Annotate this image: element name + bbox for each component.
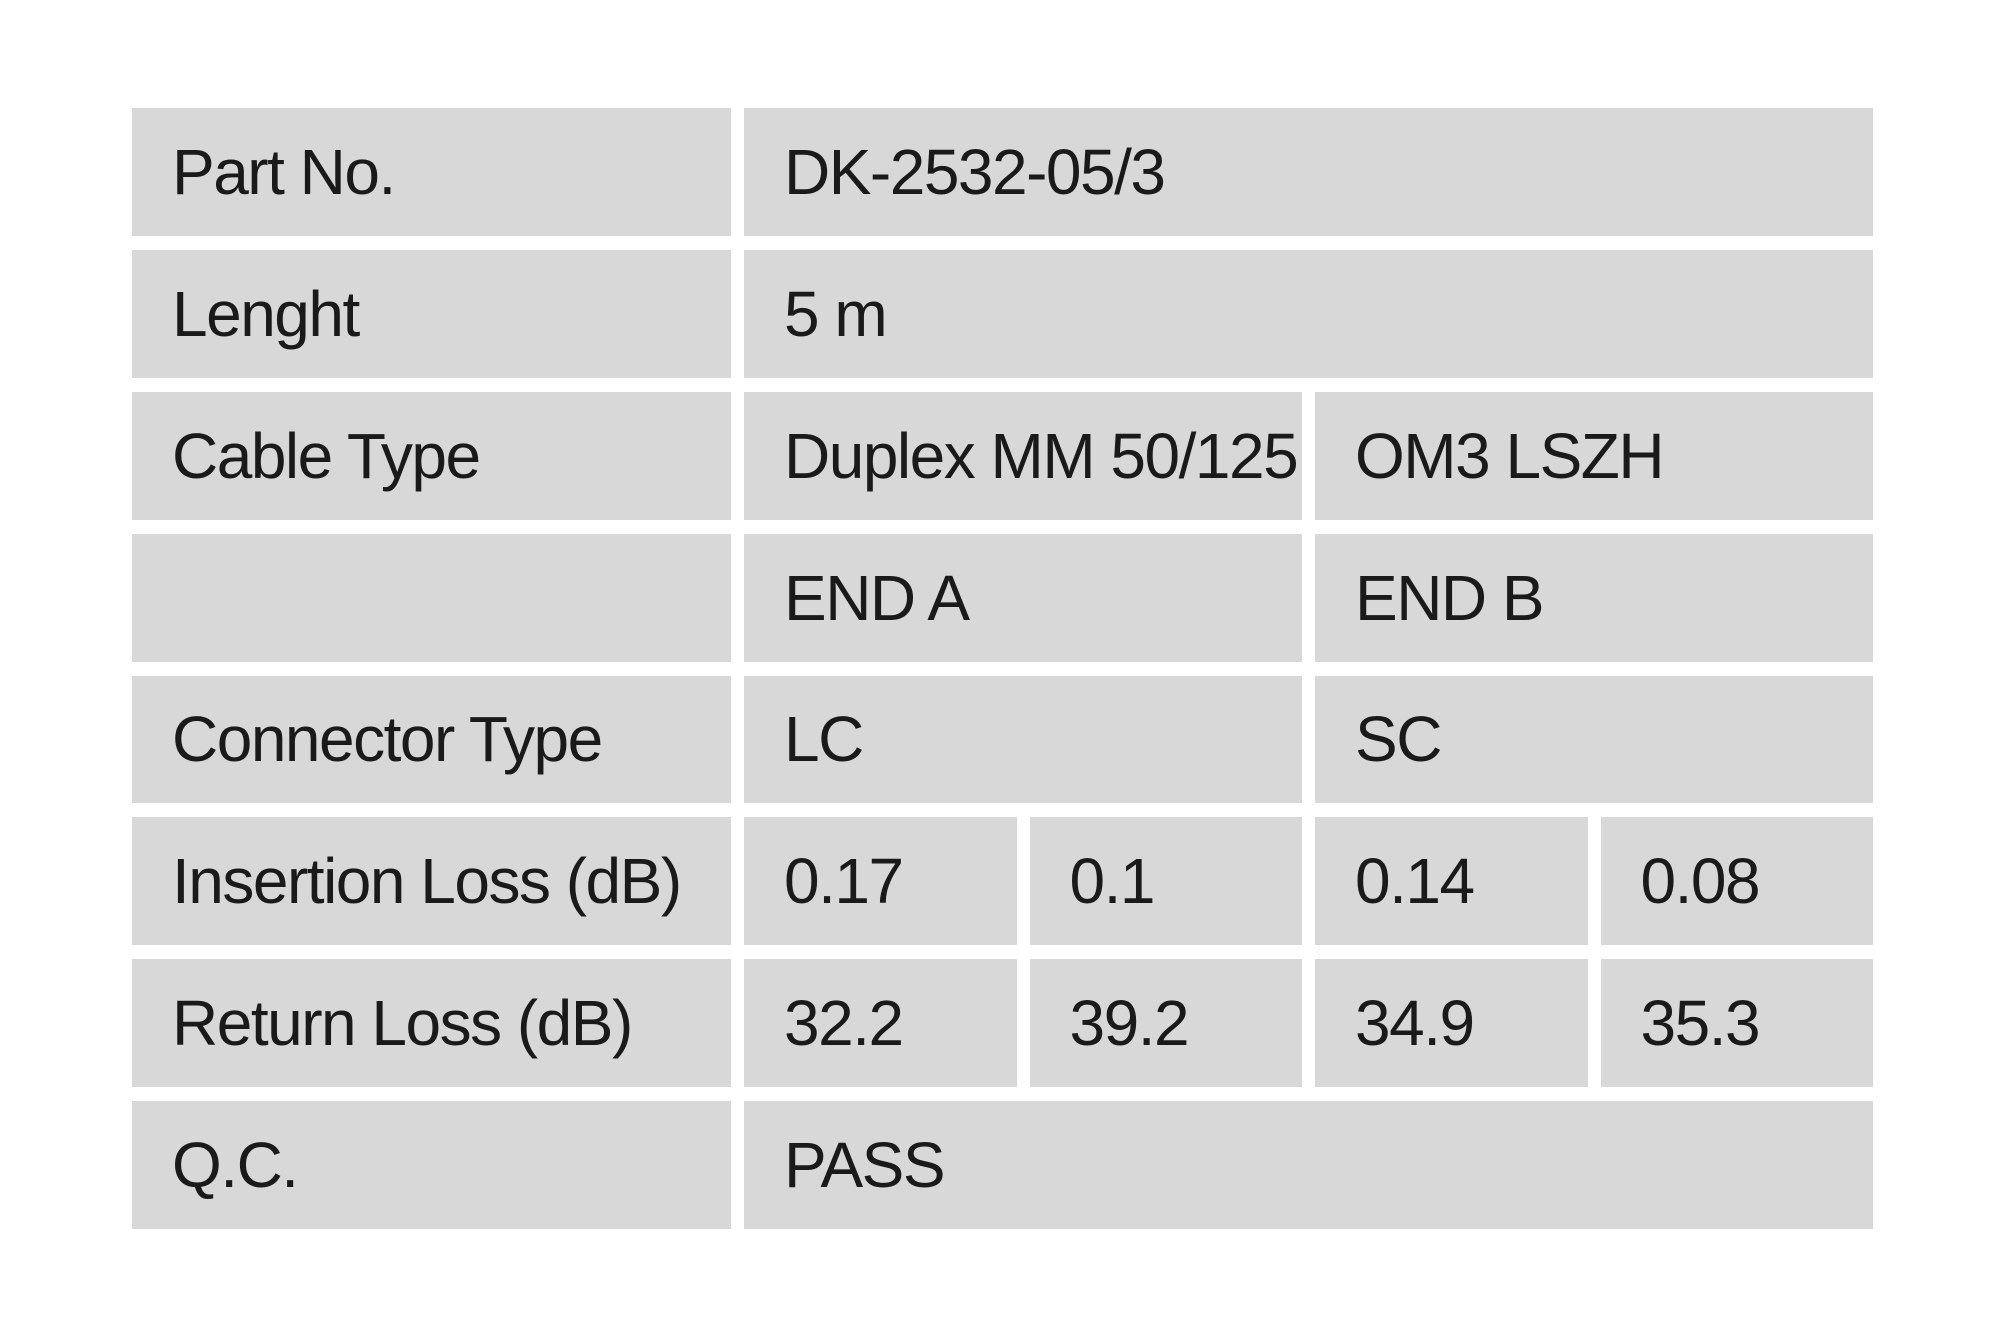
table-row-qc: Q.C. PASS: [132, 1101, 1873, 1229]
return-loss-end-b2-cell: 35.3: [1600, 959, 1873, 1088]
return-loss-end-b1-cell: 34.9: [1315, 959, 1588, 1088]
qc-label-cell: Q.C.: [132, 1101, 731, 1229]
insertion-loss-end-b1-cell: 0.14: [1315, 817, 1588, 946]
cable-type-value-a-cell: Duplex MM 50/125: [744, 391, 1302, 520]
table-row-connector-type: Connector Type LC SC: [132, 675, 1873, 804]
length-value-cell: 5 m: [744, 249, 1873, 378]
end-b-header-cell: END B: [1315, 533, 1873, 662]
table-row-cable-type: Cable Type Duplex MM 50/125 OM3 LSZH: [132, 391, 1873, 520]
end-a-header-cell: END A: [744, 533, 1302, 662]
connector-type-label-cell: Connector Type: [132, 675, 731, 804]
part-no-label-cell: Part No.: [132, 108, 731, 236]
return-loss-end-a2-cell: 39.2: [1029, 959, 1302, 1088]
insertion-loss-end-a1-cell: 0.17: [744, 817, 1017, 946]
insertion-loss-end-b2-cell: 0.08: [1600, 817, 1873, 946]
qc-value-cell: PASS: [744, 1101, 1873, 1229]
table-row-part-no: Part No. DK-2532-05/3: [132, 108, 1873, 236]
insertion-loss-end-a2-cell: 0.1: [1029, 817, 1302, 946]
qc-spec-table: Part No. DK-2532-05/3 Lenght 5 m Cable T…: [132, 108, 1873, 1229]
table-row-return-loss: Return Loss (dB) 32.2 39.2 34.9 35.3: [132, 959, 1873, 1088]
cable-type-value-b-cell: OM3 LSZH: [1315, 391, 1873, 520]
connector-type-end-a-cell: LC: [744, 675, 1302, 804]
length-label-cell: Lenght: [132, 249, 731, 378]
part-no-value-cell: DK-2532-05/3: [744, 108, 1873, 236]
insertion-loss-label-cell: Insertion Loss (dB): [132, 817, 731, 946]
table-row-length: Lenght 5 m: [132, 249, 1873, 378]
return-loss-label-cell: Return Loss (dB): [132, 959, 731, 1088]
table-row-insertion-loss: Insertion Loss (dB) 0.17 0.1 0.14 0.08: [132, 817, 1873, 946]
table-row-ends-header: END A END B: [132, 533, 1873, 662]
return-loss-end-a1-cell: 32.2: [744, 959, 1017, 1088]
cable-type-label-cell: Cable Type: [132, 391, 731, 520]
connector-type-end-b-cell: SC: [1315, 675, 1873, 804]
ends-header-empty-cell: [132, 533, 731, 662]
